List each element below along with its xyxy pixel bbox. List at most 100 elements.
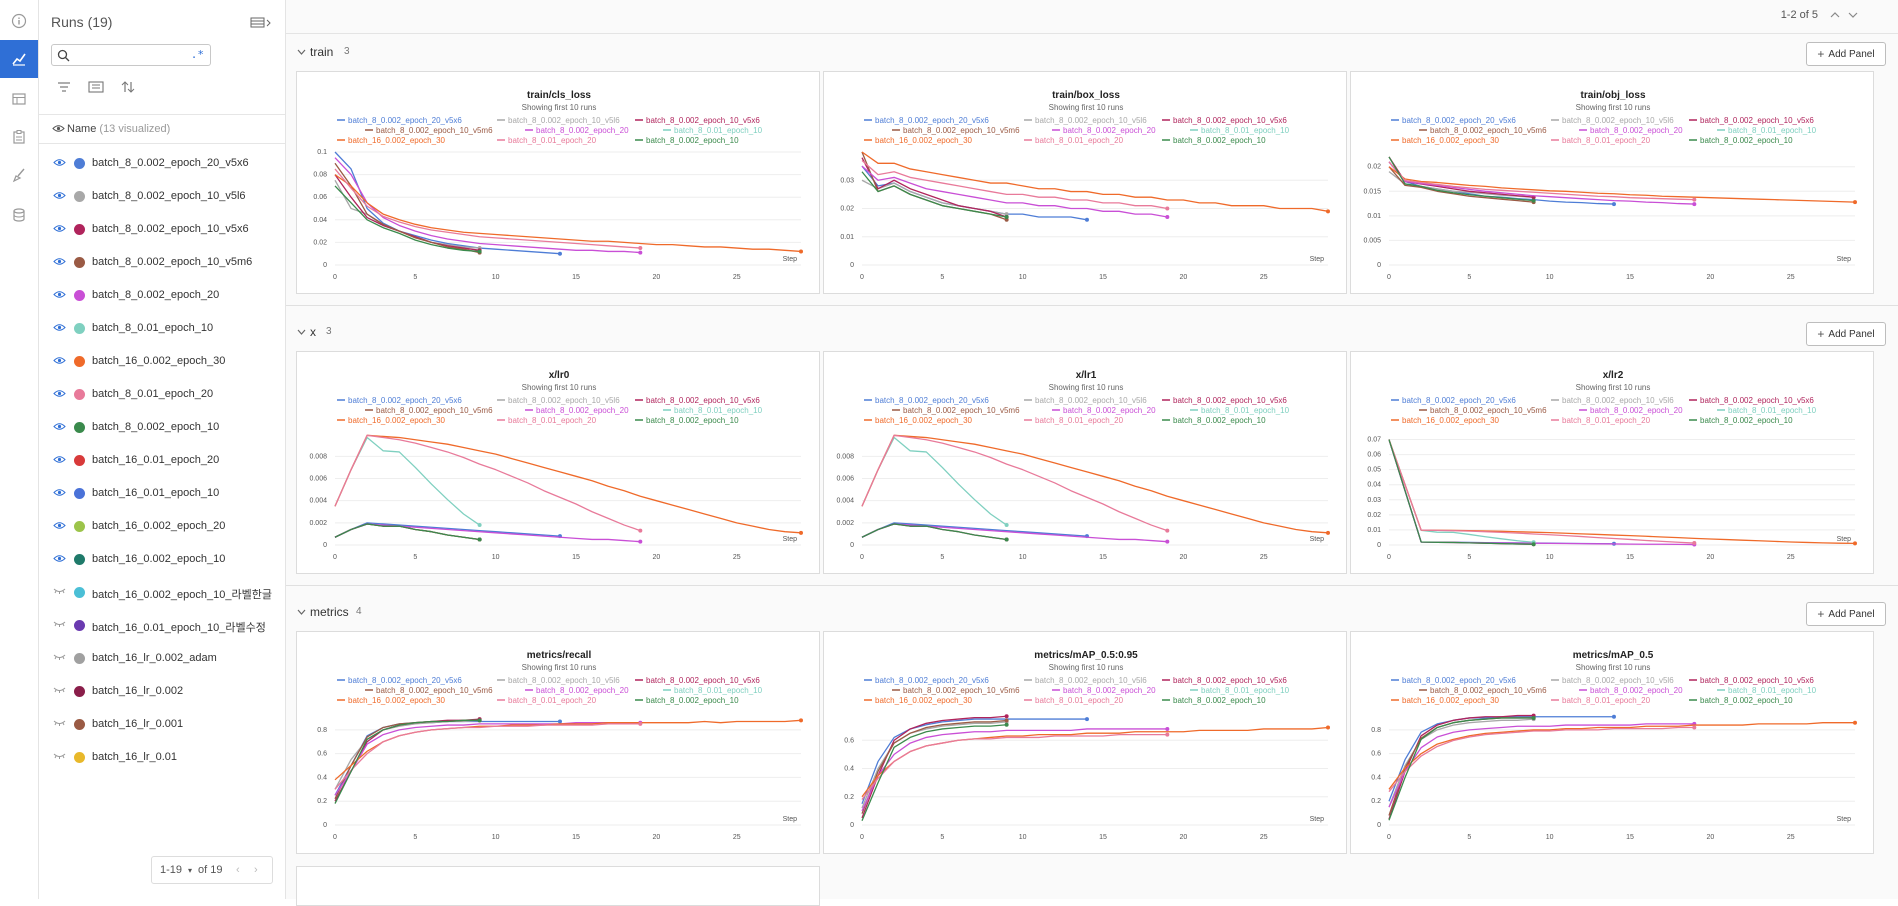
series-end-point[interactable] (638, 250, 643, 255)
series-end-point[interactable] (557, 251, 562, 256)
series-end-point[interactable] (1611, 202, 1616, 207)
run-row[interactable]: batch_16_0.01_epoch_10_라벨수정 (39, 609, 285, 642)
series-end-point[interactable] (557, 719, 562, 724)
legend-entry[interactable]: batch_8_0.002_epoch_10_v5x6 (1700, 676, 1814, 685)
chevron-down-icon[interactable] (297, 49, 306, 55)
eye-icon[interactable] (53, 521, 66, 530)
legend-entry[interactable]: batch_16_0.002_epoch_30 (1402, 696, 1500, 705)
legend-entry[interactable]: batch_8_0.002_epoch_20_v5x6 (348, 676, 462, 685)
run-color-dot[interactable] (74, 488, 85, 499)
legend-entry[interactable]: batch_8_0.002_epoch_20 (1590, 406, 1683, 415)
series-end-point[interactable] (1692, 197, 1697, 202)
run-row[interactable]: batch_16_0.01_epoch_10 (39, 477, 285, 510)
chart-panel[interactable]: x/lr2 Showing first 10 runs batch_8_0.002_… (1350, 351, 1874, 574)
legend-entry[interactable]: batch_8_0.002_epoch_10_v5m6 (1430, 126, 1547, 135)
series-line[interactable] (334, 522, 561, 538)
legend-entry[interactable]: batch_8_0.01_epoch_20 (1562, 136, 1651, 145)
series-line[interactable] (1388, 161, 1695, 205)
series-end-point[interactable] (1165, 726, 1170, 731)
add-panel-button[interactable]: + Add Panel (1806, 602, 1886, 626)
series-line[interactable] (861, 523, 1168, 543)
legend-entry[interactable]: batch_8_0.002_epoch_10 (1700, 136, 1793, 145)
legend-entry[interactable]: batch_8_0.002_epoch_10_v5m6 (903, 406, 1020, 415)
run-color-dot[interactable] (74, 356, 85, 367)
series-line[interactable] (861, 159, 1168, 210)
run-color-dot[interactable] (74, 752, 85, 763)
legend-entry[interactable]: batch_8_0.01_epoch_10 (1201, 126, 1290, 135)
series-end-point[interactable] (477, 718, 482, 723)
add-panel-button[interactable]: + Add Panel (1806, 322, 1886, 346)
series-end-point[interactable] (1531, 542, 1536, 547)
run-color-dot[interactable] (74, 389, 85, 400)
series-line[interactable] (334, 434, 641, 532)
eye-icon[interactable] (53, 224, 66, 233)
legend-entry[interactable]: batch_8_0.01_epoch_20 (1035, 696, 1124, 705)
run-row[interactable]: batch_16_0.002_epoch_10_라벨한글 (39, 576, 285, 609)
series-line[interactable] (861, 721, 1007, 809)
eye-icon[interactable] (53, 257, 66, 266)
legend-entry[interactable]: batch_8_0.002_epoch_20_v5x6 (348, 396, 462, 405)
legend-entry[interactable]: batch_16_0.002_epoch_30 (875, 696, 973, 705)
series-line[interactable] (1388, 439, 1695, 544)
series-line[interactable] (334, 722, 641, 796)
series-end-point[interactable] (1326, 725, 1330, 730)
legend-entry[interactable]: batch_16_0.002_epoch_30 (875, 416, 973, 425)
legend-entry[interactable]: batch_8_0.002_epoch_10_v5m6 (376, 406, 493, 415)
legend-entry[interactable]: batch_8_0.01_epoch_20 (508, 136, 597, 145)
run-row[interactable]: batch_8_0.002_epoch_10_v5x6 (39, 213, 285, 246)
run-row[interactable]: batch_16_0.002_epoch_30 (39, 345, 285, 378)
series-end-point[interactable] (477, 523, 482, 528)
series-line[interactable] (861, 522, 1088, 538)
clipboard-icon[interactable] (0, 118, 38, 156)
legend-entry[interactable]: batch_8_0.01_epoch_10 (1201, 686, 1290, 695)
chart-panel[interactable]: train/box_loss Showing first 10 runs batch… (823, 71, 1347, 294)
run-row[interactable]: batch_8_0.002_epoch_10_v5m6 (39, 246, 285, 279)
legend-entry[interactable]: batch_8_0.01_epoch_10 (674, 406, 763, 415)
run-row[interactable]: batch_16_0.002_epoch_20 (39, 510, 285, 543)
database-icon[interactable] (0, 196, 38, 234)
eye-icon[interactable] (53, 323, 66, 332)
series-line[interactable] (334, 157, 641, 254)
series-line[interactable] (334, 723, 641, 790)
runs-name-header[interactable]: Name (13 visualized) (39, 114, 285, 144)
series-line[interactable] (1388, 161, 1695, 201)
legend-entry[interactable]: batch_8_0.002_epoch_10_v5m6 (903, 126, 1020, 135)
legend-entry[interactable]: batch_8_0.002_epoch_20 (536, 686, 629, 695)
legend-entry[interactable]: batch_8_0.002_epoch_10_v5x6 (1173, 116, 1287, 125)
section-header[interactable]: metrics 4 + Add Panel (286, 593, 1898, 633)
eye-icon[interactable] (53, 554, 66, 563)
run-row[interactable]: batch_16_0.002_epoch_10 (39, 543, 285, 576)
legend-entry[interactable]: batch_8_0.01_epoch_10 (674, 126, 763, 135)
series-line[interactable] (861, 718, 1087, 805)
series-line[interactable] (1388, 156, 1534, 202)
series-line[interactable] (861, 436, 1007, 526)
chart-panel[interactable]: x/lr1 Showing first 10 runs batch_8_0.002_… (823, 351, 1347, 574)
series-line[interactable] (334, 719, 480, 804)
table-icon[interactable] (0, 80, 38, 118)
legend-entry[interactable]: batch_8_0.002_epoch_10_v5l6 (508, 396, 620, 405)
series-end-point[interactable] (1853, 720, 1857, 725)
series-end-point[interactable] (1004, 217, 1009, 222)
series-line[interactable] (334, 523, 480, 541)
run-row[interactable]: batch_16_lr_0.001 (39, 708, 285, 741)
series-end-point[interactable] (1004, 714, 1009, 719)
chart-panel[interactable] (296, 866, 820, 906)
legend-entry[interactable]: batch_8_0.002_epoch_10_v5m6 (903, 686, 1020, 695)
series-line[interactable] (334, 179, 480, 249)
run-color-dot[interactable] (74, 323, 85, 334)
series-line[interactable] (334, 168, 641, 249)
legend-entry[interactable]: batch_8_0.002_epoch_20_v5x6 (1402, 396, 1516, 405)
series-end-point[interactable] (477, 249, 482, 254)
run-color-dot[interactable] (74, 158, 85, 169)
filter-icon[interactable] (57, 80, 71, 98)
legend-entry[interactable]: batch_8_0.002_epoch_20_v5x6 (875, 676, 989, 685)
series-end-point[interactable] (1326, 209, 1330, 214)
eye-icon[interactable] (53, 191, 66, 200)
series-end-point[interactable] (1692, 725, 1697, 730)
series-line[interactable] (1388, 723, 1695, 808)
legend-entry[interactable]: batch_8_0.002_epoch_10 (1173, 416, 1266, 425)
legend-entry[interactable]: batch_8_0.002_epoch_20 (536, 126, 629, 135)
legend-entry[interactable]: batch_16_0.002_epoch_30 (348, 416, 446, 425)
series-end-point[interactable] (1165, 539, 1170, 544)
series-line[interactable] (861, 434, 1329, 534)
